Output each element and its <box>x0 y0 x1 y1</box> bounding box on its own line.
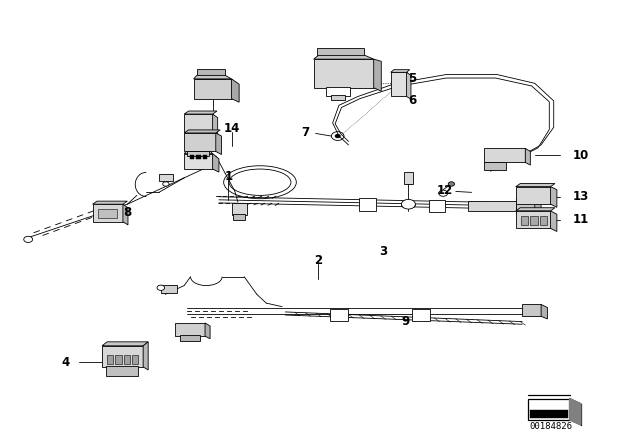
Bar <box>314 59 374 88</box>
Circle shape <box>157 285 164 290</box>
Polygon shape <box>406 72 411 99</box>
Bar <box>202 155 207 159</box>
Circle shape <box>448 182 454 186</box>
Polygon shape <box>550 187 557 207</box>
Polygon shape <box>541 305 547 319</box>
Bar <box>188 145 209 154</box>
Text: 4: 4 <box>61 356 70 369</box>
Text: 00184826: 00184826 <box>529 422 572 431</box>
Polygon shape <box>570 399 581 425</box>
Polygon shape <box>525 148 531 165</box>
Text: 9: 9 <box>402 315 410 328</box>
Bar <box>521 215 529 225</box>
Bar <box>429 200 445 212</box>
Polygon shape <box>531 410 568 418</box>
Circle shape <box>163 182 169 186</box>
Circle shape <box>24 236 33 242</box>
Text: 7: 7 <box>301 126 309 139</box>
Bar <box>516 198 535 213</box>
Bar <box>234 214 245 220</box>
Polygon shape <box>102 342 148 346</box>
Bar <box>317 48 364 59</box>
Bar <box>196 155 200 159</box>
Text: 6: 6 <box>408 94 417 107</box>
Polygon shape <box>184 130 220 133</box>
Bar <box>115 355 122 364</box>
Bar <box>175 323 205 336</box>
Bar <box>161 284 177 293</box>
Bar <box>102 346 143 367</box>
Text: 8: 8 <box>124 206 131 219</box>
Text: 5: 5 <box>408 73 417 86</box>
Bar <box>188 151 209 156</box>
Polygon shape <box>184 111 217 114</box>
Bar <box>404 172 413 185</box>
Bar <box>159 174 173 181</box>
Bar <box>359 198 376 211</box>
Bar <box>132 355 138 364</box>
Polygon shape <box>550 211 557 232</box>
Circle shape <box>332 132 344 141</box>
Polygon shape <box>314 56 374 59</box>
Bar <box>484 163 506 170</box>
Bar <box>232 203 247 215</box>
Bar <box>516 187 550 204</box>
Polygon shape <box>205 323 210 339</box>
Bar <box>93 204 123 222</box>
Bar <box>184 154 212 169</box>
Bar <box>468 201 516 211</box>
Circle shape <box>335 134 340 138</box>
Bar <box>412 309 430 321</box>
Text: 12: 12 <box>437 184 453 197</box>
Text: 3: 3 <box>379 245 387 258</box>
Circle shape <box>401 199 415 209</box>
Text: 10: 10 <box>573 149 589 162</box>
Polygon shape <box>93 201 127 204</box>
Bar <box>124 355 130 364</box>
Circle shape <box>439 190 447 196</box>
Bar <box>180 335 200 340</box>
Bar <box>326 87 350 96</box>
Bar <box>330 309 348 321</box>
Bar <box>540 215 547 225</box>
Polygon shape <box>123 204 128 225</box>
Polygon shape <box>143 342 148 370</box>
Polygon shape <box>535 198 541 216</box>
Text: 1: 1 <box>225 170 232 183</box>
Bar <box>184 133 216 151</box>
Bar <box>106 366 138 376</box>
Bar <box>194 79 232 99</box>
Bar <box>197 69 225 79</box>
Polygon shape <box>194 75 232 79</box>
Polygon shape <box>391 70 410 72</box>
Bar <box>190 155 195 159</box>
Bar <box>531 215 538 225</box>
Bar <box>516 211 550 228</box>
Polygon shape <box>212 114 218 135</box>
Text: 11: 11 <box>573 213 589 226</box>
Bar <box>522 305 541 316</box>
Bar <box>332 95 345 99</box>
Bar <box>184 114 212 132</box>
Polygon shape <box>184 150 212 154</box>
Bar <box>98 209 116 218</box>
Polygon shape <box>516 184 555 187</box>
Polygon shape <box>516 208 555 211</box>
Text: 2: 2 <box>314 254 322 267</box>
Polygon shape <box>216 133 221 155</box>
Text: 14: 14 <box>223 122 240 135</box>
Text: 13: 13 <box>573 190 589 203</box>
Bar <box>484 148 525 163</box>
Polygon shape <box>374 59 381 91</box>
Polygon shape <box>232 79 239 102</box>
Bar <box>107 355 113 364</box>
Bar <box>529 399 570 420</box>
Polygon shape <box>212 154 219 172</box>
Bar <box>391 72 406 96</box>
